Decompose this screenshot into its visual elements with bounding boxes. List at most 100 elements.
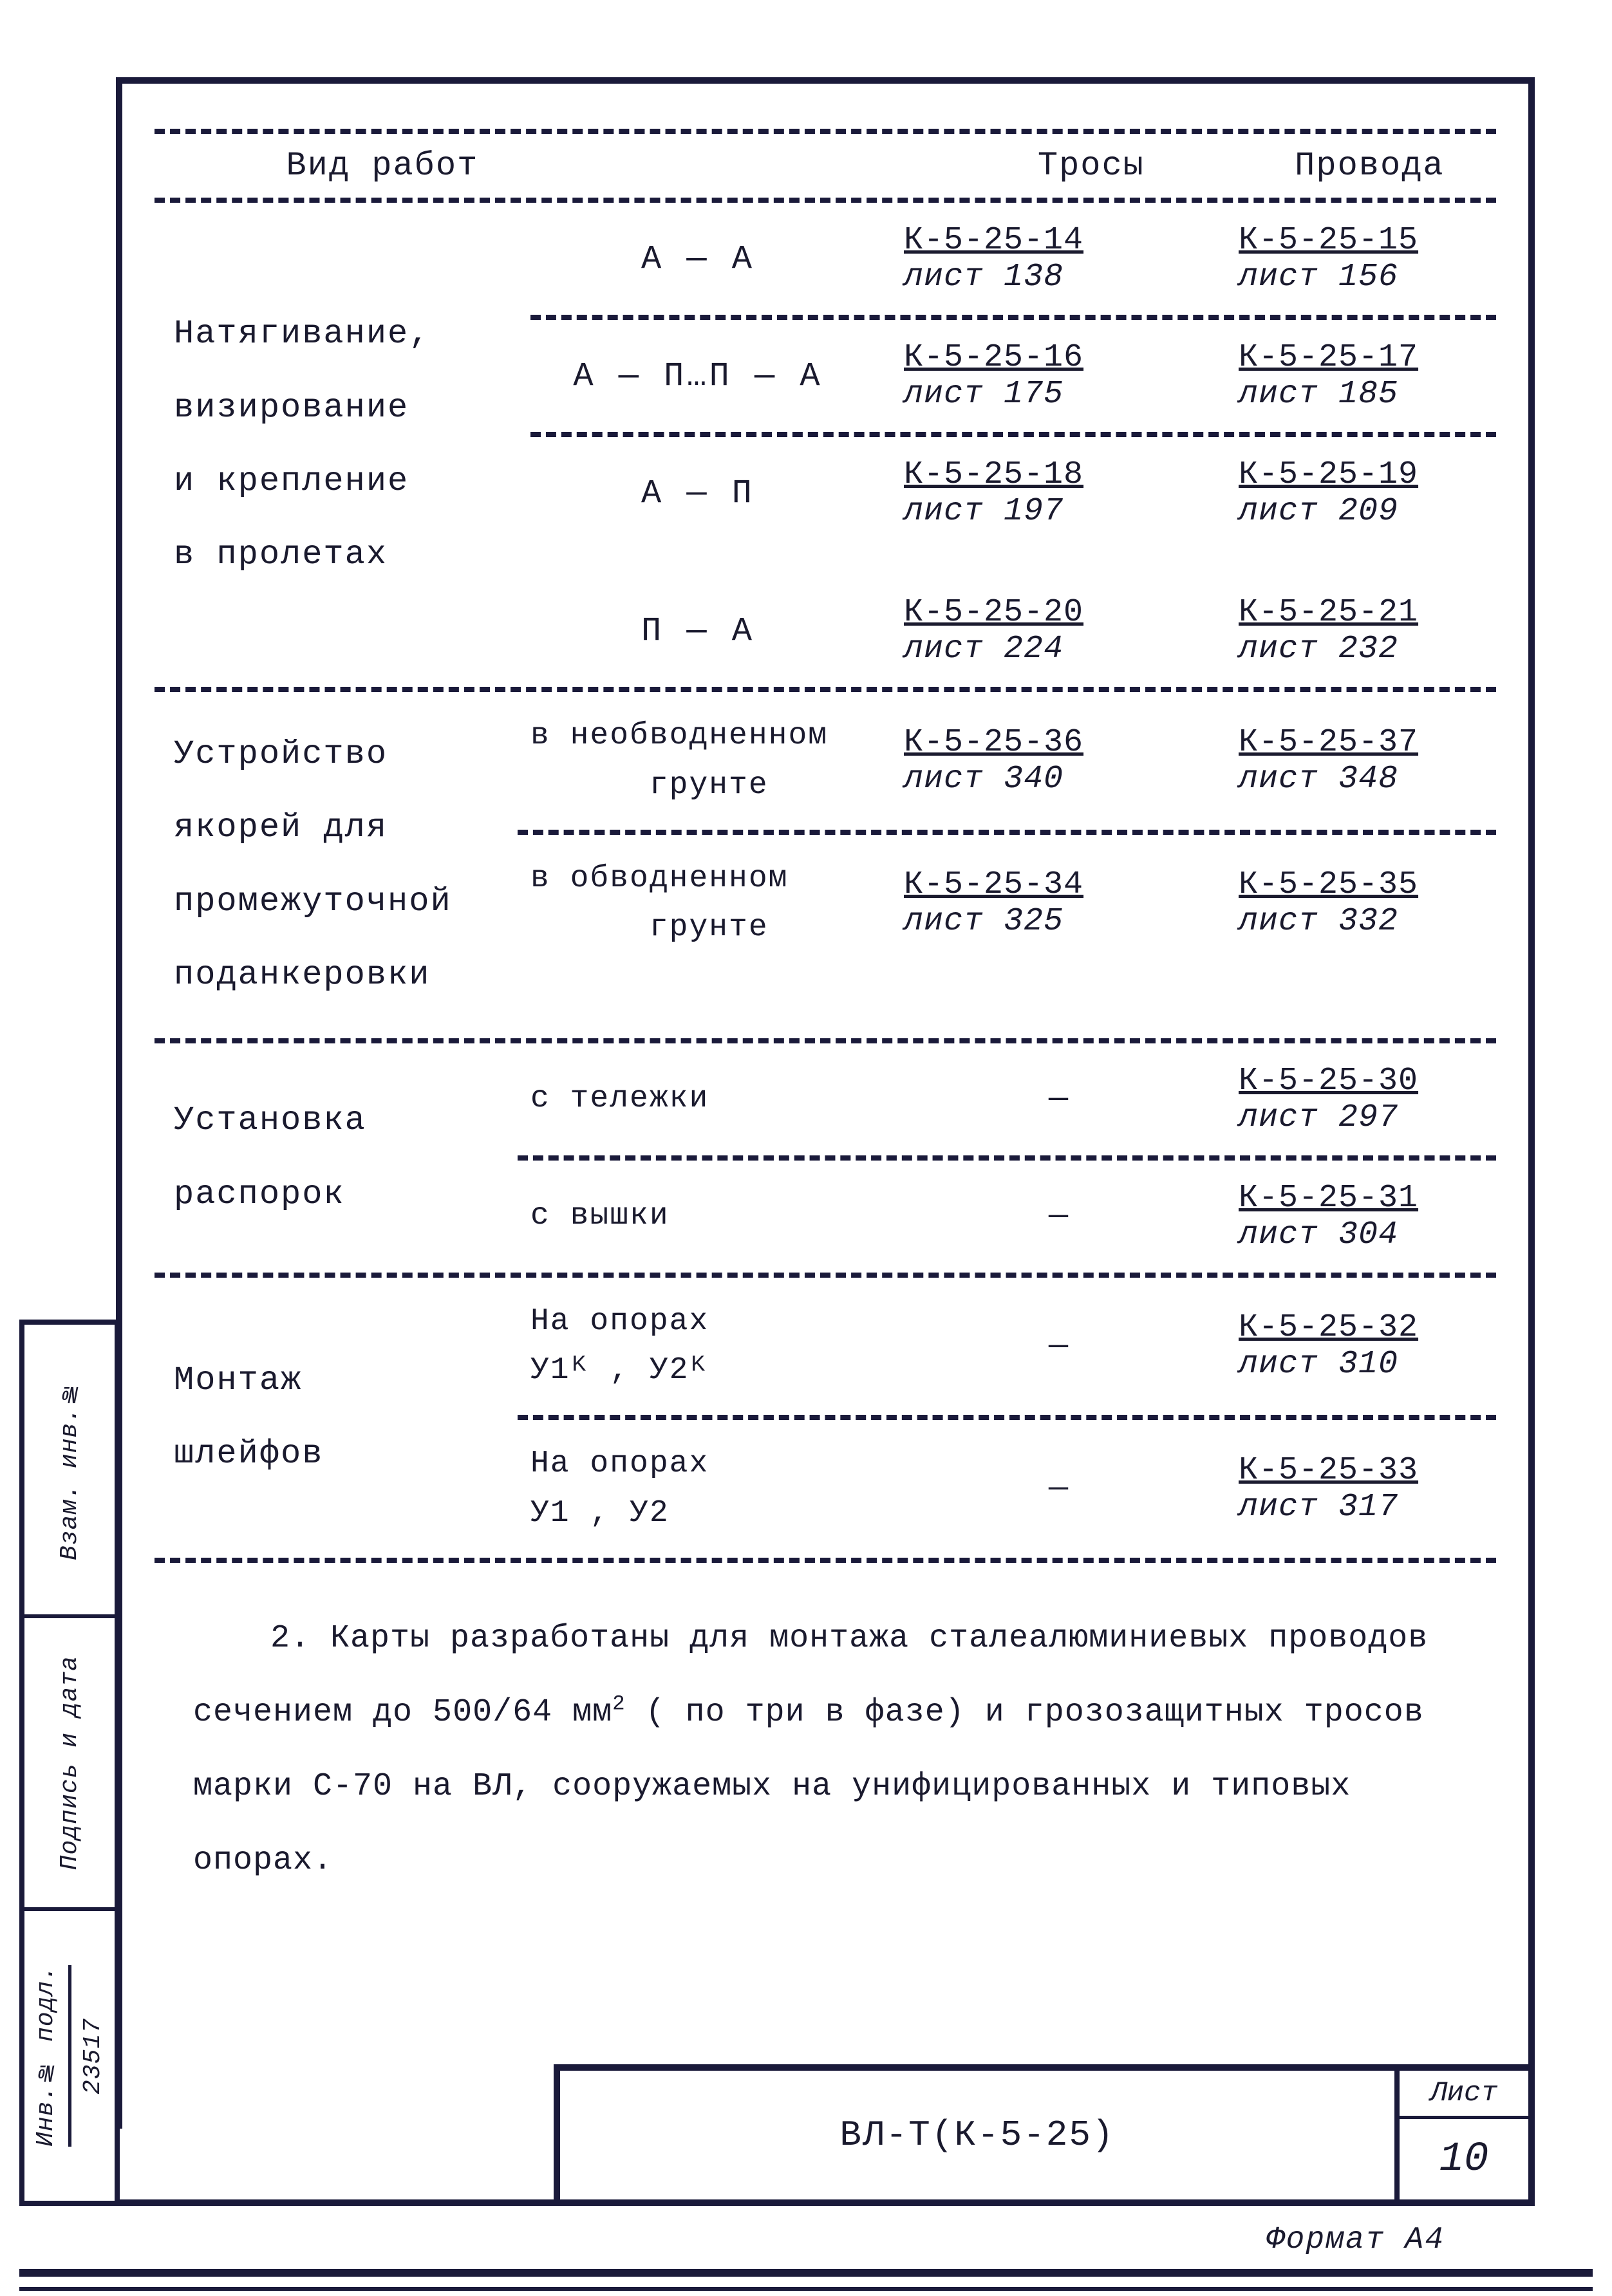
- condition: с тележки: [518, 1055, 865, 1143]
- work-type-label: Монтажшлейфов: [174, 1344, 323, 1491]
- stamp-half: Инв.№ подл.: [24, 1965, 71, 2147]
- divider: [518, 830, 1496, 835]
- header-provoda: Провода: [1243, 147, 1496, 185]
- work-type-cell: Установкараспорок: [155, 1043, 518, 1273]
- header-spacer: [610, 147, 939, 185]
- ref-trosy: К-5-25-34лист 325: [865, 847, 1213, 959]
- ref-code: К-5-25-32: [1239, 1309, 1418, 1346]
- ref-sheet: лист 297: [1239, 1099, 1398, 1136]
- side-stamps: Взам. инв.№ Подпись и дата Инв.№ подл. 2…: [19, 1320, 120, 2206]
- condition: На опорахУ1ᴷ , У2ᴷ: [518, 1278, 865, 1415]
- page: Вид работ Тросы Провода Натягивание,визи…: [0, 0, 1612, 2296]
- ref-trosy: К-5-25-16лист 175: [865, 320, 1213, 432]
- ref-code: К-5-25-15: [1239, 222, 1418, 259]
- sub-rows: с тележки — К-5-25-30лист 297 с вышки — …: [518, 1043, 1496, 1273]
- ref-code: К-5-25-17: [1239, 339, 1418, 376]
- sheet-label: Лист: [1400, 2071, 1528, 2119]
- note-paragraph: 2. Карты разработаны для монтажа сталеал…: [155, 1601, 1496, 1898]
- divider: [155, 129, 1496, 134]
- sub-row: А — А К-5-25-14лист 138 К-5-25-15лист 15…: [530, 203, 1496, 315]
- ref-code: К-5-25-20: [904, 594, 1083, 631]
- ref-sheet: лист 340: [904, 761, 1064, 798]
- condition-l1: На опорах: [530, 1304, 709, 1339]
- span-type: А — П…П — А: [530, 331, 865, 421]
- ref-trosy: К-5-25-14лист 138: [865, 203, 1213, 315]
- ref-provoda: К-5-25-31лист 304: [1213, 1161, 1496, 1273]
- span-type: А — А: [530, 214, 865, 304]
- ref-code: К-5-25-36: [904, 724, 1083, 761]
- title-block: ВЛ-Т(К-5-25) Лист 10: [554, 2064, 1535, 2206]
- ref-sheet: лист 156: [1239, 259, 1398, 295]
- span-type: П — А: [530, 586, 865, 676]
- ref-code: К-5-25-31: [1239, 1180, 1418, 1217]
- ref-trosy-empty: —: [865, 1061, 1213, 1137]
- sub-row: в обводненном грунте К-5-25-34лист 325 К…: [518, 835, 1496, 973]
- ref-provoda: К-5-25-32лист 310: [1213, 1290, 1496, 1402]
- divider: [155, 1558, 1496, 1563]
- divider: [155, 687, 1496, 692]
- table-header-row: Вид работ Тросы Провода: [155, 134, 1496, 198]
- sub-row: На опорахУ1ᴷ , У2ᴷ — К-5-25-32лист 310: [518, 1278, 1496, 1415]
- ref-sheet: лист 175: [904, 376, 1064, 413]
- mdash: —: [1049, 1081, 1068, 1117]
- ref-sheet: лист 232: [1239, 631, 1398, 667]
- ref-sheet: лист 185: [1239, 376, 1398, 413]
- ref-code: К-5-25-21: [1239, 594, 1418, 631]
- work-type-cell: Натягивание,визированиеи креплениев прол…: [155, 203, 530, 687]
- sub-row: с вышки — К-5-25-31лист 304: [518, 1161, 1496, 1273]
- note-line3: марки С-70 на ВЛ, сооружаемых на унифици…: [193, 1768, 1351, 1879]
- divider: [155, 198, 1496, 203]
- note-line2a: сечением до 500/64 мм: [193, 1694, 612, 1731]
- ref-code: К-5-25-37: [1239, 724, 1418, 761]
- divider: [518, 1155, 1496, 1161]
- sub-rows: На опорахУ1ᴷ , У2ᴷ — К-5-25-32лист 310 Н…: [518, 1278, 1496, 1558]
- sub-row: с тележки — К-5-25-30лист 297: [518, 1043, 1496, 1155]
- note-line1: 2. Карты разработаны для монтажа сталеал…: [270, 1620, 1428, 1657]
- ref-sheet: лист 348: [1239, 761, 1398, 798]
- ref-code: К-5-25-30: [1239, 1063, 1418, 1099]
- stamp-half: 23517: [71, 2018, 115, 2095]
- divider: [155, 1273, 1496, 1278]
- ref-code: К-5-25-33: [1239, 1452, 1418, 1489]
- table-row: Монтажшлейфов На опорахУ1ᴷ , У2ᴷ — К-5-2…: [155, 1278, 1496, 1558]
- ref-provoda: К-5-25-35лист 332: [1213, 847, 1496, 959]
- ref-sheet: лист 197: [904, 493, 1064, 530]
- ref-provoda: К-5-25-15лист 156: [1213, 203, 1496, 315]
- sub-rows: А — А К-5-25-14лист 138 К-5-25-15лист 15…: [530, 203, 1496, 687]
- bottom-rule-thin: [19, 2287, 1593, 2291]
- ref-trosy-empty: —: [865, 1179, 1213, 1254]
- ref-code: К-5-25-35: [1239, 866, 1418, 903]
- condition: в обводненном грунте: [518, 835, 865, 973]
- stamp-cell: Подпись и дата: [24, 1618, 115, 1912]
- condition: На опорахУ1 , У2: [518, 1420, 865, 1558]
- ref-code: К-5-25-14: [904, 222, 1083, 259]
- ref-sheet: лист 224: [904, 631, 1064, 667]
- ref-sheet: лист 317: [1239, 1489, 1398, 1526]
- table-row: Установкараспорок с тележки — К-5-25-30л…: [155, 1043, 1496, 1273]
- stamp-cell: Инв.№ подл. 23517: [24, 1911, 115, 2201]
- ref-sheet: лист 325: [904, 903, 1064, 940]
- stamp-cell: Взам. инв.№: [24, 1325, 115, 1618]
- content-area: Вид работ Тросы Провода Натягивание,визи…: [155, 129, 1496, 1898]
- document-id: ВЛ-Т(К-5-25): [560, 2071, 1394, 2199]
- condition-l2: У1 , У2: [530, 1496, 670, 1531]
- ref-trosy-empty: —: [865, 1451, 1213, 1526]
- ref-provoda: К-5-25-21лист 232: [1213, 575, 1496, 687]
- bottom-rule: [19, 2269, 1593, 2277]
- ref-code: К-5-25-18: [904, 456, 1083, 493]
- header-vid-rabot: Вид работ: [155, 147, 610, 185]
- ref-code: К-5-25-16: [904, 339, 1083, 376]
- note-sup: 2: [612, 1692, 626, 1715]
- stamp-value: 23517: [79, 2018, 107, 2095]
- table-row: Натягивание,визированиеи креплениев прол…: [155, 203, 1496, 687]
- sub-row: в необводненном грунте К-5-25-36лист 340…: [518, 692, 1496, 830]
- stamp-label: Инв.№ подл.: [32, 1965, 60, 2147]
- ref-provoda: К-5-25-37лист 348: [1213, 705, 1496, 817]
- divider: [530, 432, 1496, 437]
- sub-row: На опорахУ1 , У2 — К-5-25-33лист 317: [518, 1420, 1496, 1558]
- divider: [155, 1038, 1496, 1043]
- mdash: —: [1049, 1198, 1068, 1235]
- sub-row: А — П К-5-25-18лист 197 К-5-25-19лист 20…: [530, 437, 1496, 549]
- divider: [530, 315, 1496, 320]
- work-type-label: Натягивание,визированиеи креплениев прол…: [174, 297, 430, 592]
